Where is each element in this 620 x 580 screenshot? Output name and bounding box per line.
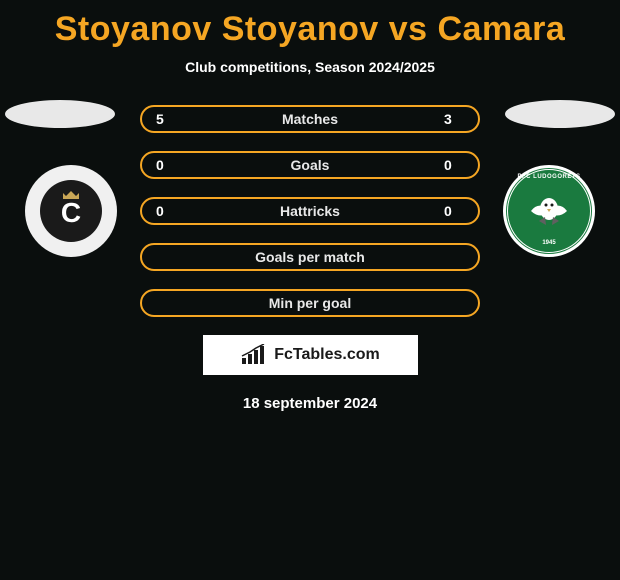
stat-label: Goals per match (255, 249, 365, 265)
stat-label: Goals (291, 157, 330, 173)
vs-text: vs (389, 10, 428, 48)
player-marker-left (5, 100, 115, 128)
stat-label: Min per goal (269, 295, 351, 311)
stat-label: Matches (282, 111, 338, 127)
crown-icon (61, 188, 81, 200)
stat-row-min-per-goal: Min per goal (140, 289, 480, 317)
badge-right-text: PFC LUDOGORETS (517, 174, 580, 180)
stat-right-value: 3 (444, 111, 464, 127)
stat-right-value: 0 (444, 157, 464, 173)
badge-left-outer: C (25, 165, 117, 257)
date-text: 18 september 2024 (0, 395, 620, 412)
badge-right-year: 1945 (542, 240, 555, 246)
badge-left-inner: C (40, 180, 102, 242)
stat-left-value: 0 (156, 203, 176, 219)
comparison-card: Stoyanov Stoyanov vs Camara Club competi… (0, 0, 620, 580)
stats-rows: 5 Matches 3 0 Goals 0 0 Hattricks 0 Goal… (140, 105, 480, 317)
stat-row-goals: 0 Goals 0 (140, 151, 480, 179)
player-right-name: Camara (438, 10, 566, 48)
content-area: C PFC LUDOGORETS (0, 105, 620, 412)
player-left-name: Stoyanov Stoyanov (55, 10, 379, 48)
player-marker-right (505, 100, 615, 128)
badge-right-outer: PFC LUDOGORETS 1945 (503, 165, 595, 257)
stat-row-matches: 5 Matches 3 (140, 105, 480, 133)
stat-left-value: 0 (156, 157, 176, 173)
badge-left-letter: C (61, 197, 81, 229)
stat-label: Hattricks (280, 203, 340, 219)
branding-text: FcTables.com (274, 346, 380, 364)
branding-box[interactable]: FcTables.com (203, 335, 418, 375)
stat-left-value: 5 (156, 111, 176, 127)
stat-row-hattricks: 0 Hattricks 0 (140, 197, 480, 225)
comparison-title: Stoyanov Stoyanov vs Camara (0, 0, 620, 49)
stat-right-value: 0 (444, 203, 464, 219)
chart-icon (240, 344, 268, 366)
stat-row-goals-per-match: Goals per match (140, 243, 480, 271)
subtitle: Club competitions, Season 2024/2025 (0, 59, 620, 75)
team-badge-left: C (25, 165, 117, 257)
team-badge-right: PFC LUDOGORETS 1945 (503, 165, 595, 257)
